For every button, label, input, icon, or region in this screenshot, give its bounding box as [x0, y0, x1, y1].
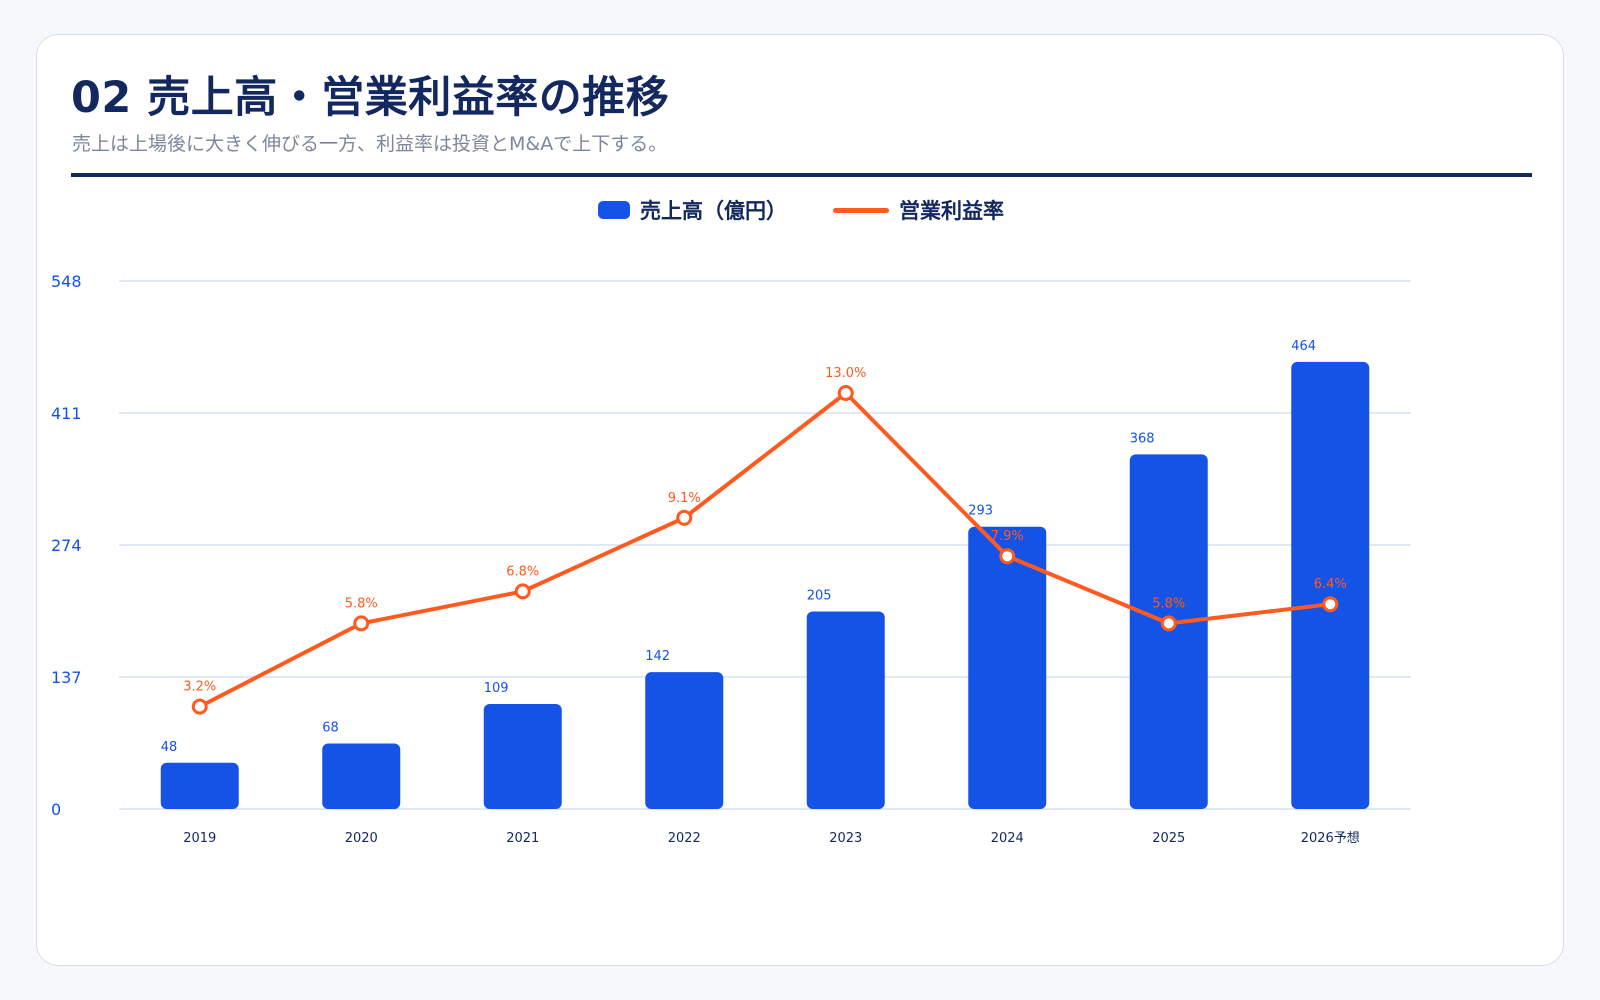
revenue-bar[interactable] [160, 762, 239, 809]
margin-line [197, 391, 1333, 709]
legend-item-revenue[interactable]: 売上高（億円） [598, 195, 787, 225]
legend-item-margin[interactable]: 営業利益率 [833, 195, 1004, 225]
revenue-bar[interactable] [322, 743, 401, 809]
revenue-bar-label: 205 [807, 588, 832, 603]
combo-chart: 0 137 274 411 548 48 68 109 142 205 293 368 464 201… [51, 272, 1411, 846]
margin-point[interactable] [999, 548, 1016, 565]
y-tick-label: 411 [51, 404, 82, 423]
y-tick-label: 274 [51, 536, 82, 555]
y-tick-label: 137 [51, 668, 82, 687]
revenue-bar-label: 68 [322, 720, 339, 735]
margin-point[interactable] [837, 385, 854, 401]
x-tick-label: 2025 [1152, 831, 1185, 846]
x-tick-label: 2021 [506, 831, 539, 846]
margin-point[interactable] [676, 509, 693, 526]
legend-label-margin: 営業利益率 [899, 199, 1004, 223]
legend-label-revenue: 売上高（億円） [640, 199, 787, 223]
revenue-bar[interactable] [1129, 454, 1208, 809]
revenue-bar[interactable] [806, 611, 885, 809]
legend-swatch-line [833, 207, 889, 213]
revenue-bar-label: 109 [484, 681, 509, 696]
chart-card: 02 売上高・営業利益率の推移 売上は上場後に大きく伸びる一方、利益率は投資とM… [36, 34, 1564, 966]
revenue-bar[interactable] [968, 526, 1047, 809]
revenue-bars [160, 361, 1370, 809]
x-tick-label: 2020 [345, 831, 378, 846]
chart-legend: 売上高（億円） 営業利益率 [37, 191, 1565, 229]
revenue-bar[interactable] [483, 703, 562, 809]
margin-point-label: 6.4% [1314, 577, 1347, 592]
x-tick-label: 2024 [991, 831, 1024, 846]
revenue-bar-label: 368 [1130, 431, 1155, 446]
gridlines [119, 280, 1411, 810]
margin-line-series [191, 385, 1339, 715]
revenue-bar-label: 293 [968, 504, 993, 519]
x-axis-ticks: 2019 2020 2021 2022 2023 2024 2025 2026予想 [183, 830, 1360, 846]
page-title: 02 売上高・営業利益率の推移 [71, 73, 670, 123]
title-divider [71, 173, 1532, 177]
margin-point-label: 9.1% [668, 491, 701, 506]
revenue-bar-label: 464 [1291, 339, 1316, 354]
legend-swatch-bar [598, 201, 630, 219]
margin-point[interactable] [191, 698, 208, 715]
margin-point[interactable] [1160, 615, 1177, 632]
revenue-bar-labels: 48 68 109 142 205 293 368 464 [161, 339, 1316, 755]
x-tick-label: 2023 [829, 831, 862, 846]
y-tick-label: 0 [51, 800, 61, 819]
margin-point[interactable] [353, 615, 370, 632]
revenue-bar[interactable] [645, 672, 724, 809]
margin-line-labels: 3.2% 5.8% 6.8% 9.1% 13.0% 7.9% 5.8% 6.4% [183, 366, 1347, 695]
margin-point-label: 7.9% [991, 529, 1024, 544]
margin-point[interactable] [514, 583, 531, 600]
revenue-bar-label: 142 [645, 649, 670, 664]
margin-point-label: 5.8% [1152, 596, 1185, 611]
x-tick-label: 2026予想 [1301, 830, 1360, 846]
margin-point-label: 5.8% [345, 596, 378, 611]
x-tick-label: 2019 [183, 831, 216, 846]
margin-point-label: 3.2% [183, 680, 216, 695]
margin-point-label: 13.0% [825, 366, 866, 381]
margin-point[interactable] [1322, 596, 1339, 613]
revenue-bar[interactable] [1291, 361, 1370, 809]
revenue-bar-label: 48 [161, 740, 178, 755]
y-axis-ticks: 0 137 274 411 548 [51, 272, 82, 819]
y-tick-label: 548 [51, 272, 82, 291]
margin-point-label: 6.8% [506, 564, 539, 579]
page-subtitle: 売上は上場後に大きく伸びる一方、利益率は投資とM&Aで上下する。 [72, 133, 668, 155]
x-tick-label: 2022 [668, 831, 701, 846]
